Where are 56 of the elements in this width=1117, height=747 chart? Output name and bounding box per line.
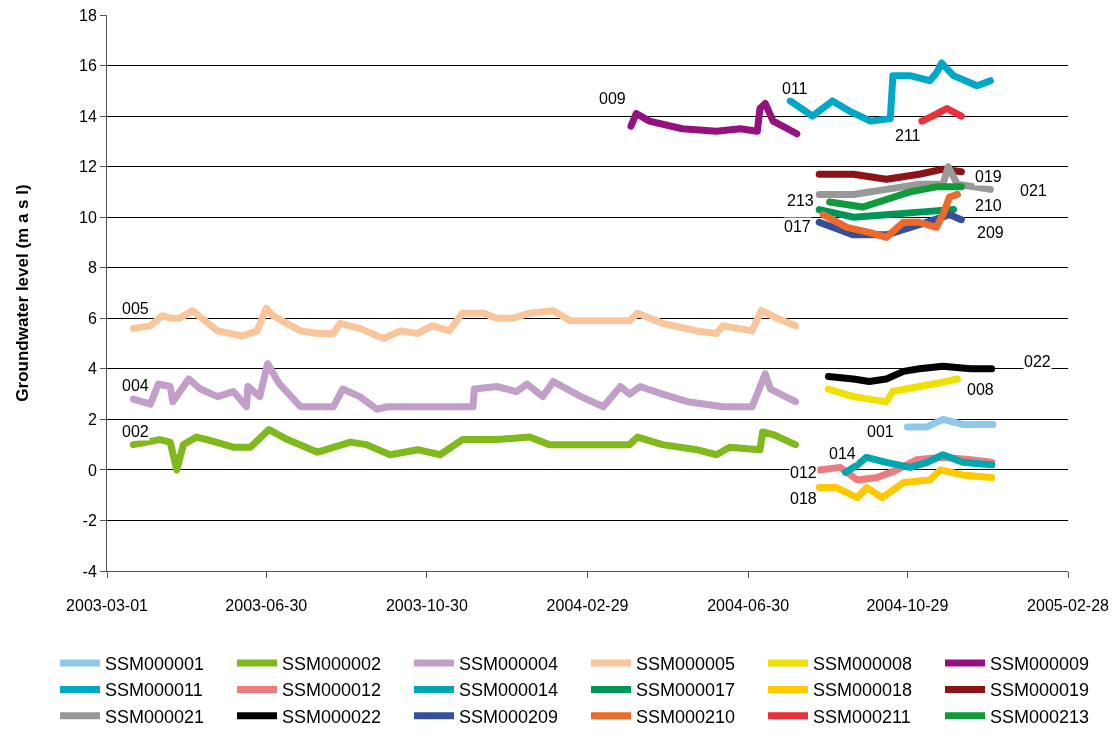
y-tick-label: 10	[79, 208, 97, 226]
y-tick-label: 0	[87, 461, 97, 479]
annotation: 018	[790, 490, 817, 507]
legend-label: SSM000004	[459, 654, 559, 675]
x-tick-label: 2004-06-30	[707, 597, 790, 615]
y-tick-label: 18	[79, 6, 97, 24]
annotation: 011	[782, 80, 808, 97]
x-tick-label: 2003-10-30	[385, 597, 468, 615]
annotation: 012	[790, 464, 817, 481]
annotation: 211	[895, 127, 921, 144]
legend-label: SSM000009	[990, 654, 1090, 675]
legend-label: SSM000008	[813, 654, 913, 675]
legend-label: SSM000001	[105, 654, 205, 675]
y-tick-label: 6	[87, 309, 97, 327]
y-tick-label: 2	[87, 410, 97, 428]
annotation: 209	[977, 224, 1004, 241]
y-tick-label: 8	[87, 259, 97, 277]
legend-label: SSM000011	[105, 680, 203, 701]
legend-label: SSM000021	[105, 706, 205, 727]
x-tick-label: 2005-02-28	[1027, 597, 1110, 615]
annotation: 002	[122, 423, 149, 440]
legend-label: SSM000014	[459, 680, 559, 701]
y-tick-label: 4	[87, 360, 97, 378]
annotation: 022	[1024, 353, 1051, 370]
legend-label: SSM000017	[636, 680, 736, 701]
y-tick-label: 12	[79, 158, 97, 176]
annotation: 001	[867, 423, 894, 440]
y-tick-label: -4	[82, 562, 97, 580]
legend-label: SSM000022	[282, 706, 382, 727]
y-axis-title: Groundwater level (m a s l)	[12, 184, 32, 402]
annotation: 210	[975, 197, 1002, 214]
annotation: 014	[829, 445, 856, 462]
legend-label: SSM000002	[282, 654, 382, 675]
legend-label: SSM000209	[459, 706, 559, 727]
y-tick-label: 14	[79, 107, 97, 125]
x-tick-label: 2003-06-30	[225, 597, 308, 615]
y-tick-label: 16	[79, 57, 97, 75]
legend-label: SSM000019	[990, 680, 1090, 701]
annotation: 213	[787, 192, 814, 209]
x-tick-label: 2004-10-29	[866, 597, 949, 615]
y-tick-label: -2	[82, 512, 97, 530]
x-tick-label: 2004-02-29	[546, 597, 629, 615]
legend-label: SSM000213	[990, 706, 1090, 727]
annotation: 017	[784, 218, 811, 235]
annotation: 008	[967, 381, 994, 398]
legend-label: SSM000211	[813, 706, 911, 727]
annotation: 021	[1020, 182, 1047, 199]
legend-label: SSM000018	[813, 680, 913, 701]
legend-label: SSM000005	[636, 654, 736, 675]
legend-label: SSM000012	[282, 680, 382, 701]
annotation: 005	[122, 300, 149, 317]
annotation: 009	[599, 90, 626, 107]
x-tick-label: 2003-03-01	[66, 597, 149, 615]
legend-label: SSM000210	[636, 706, 736, 727]
annotation: 004	[122, 377, 149, 394]
annotation: 019	[975, 168, 1002, 185]
